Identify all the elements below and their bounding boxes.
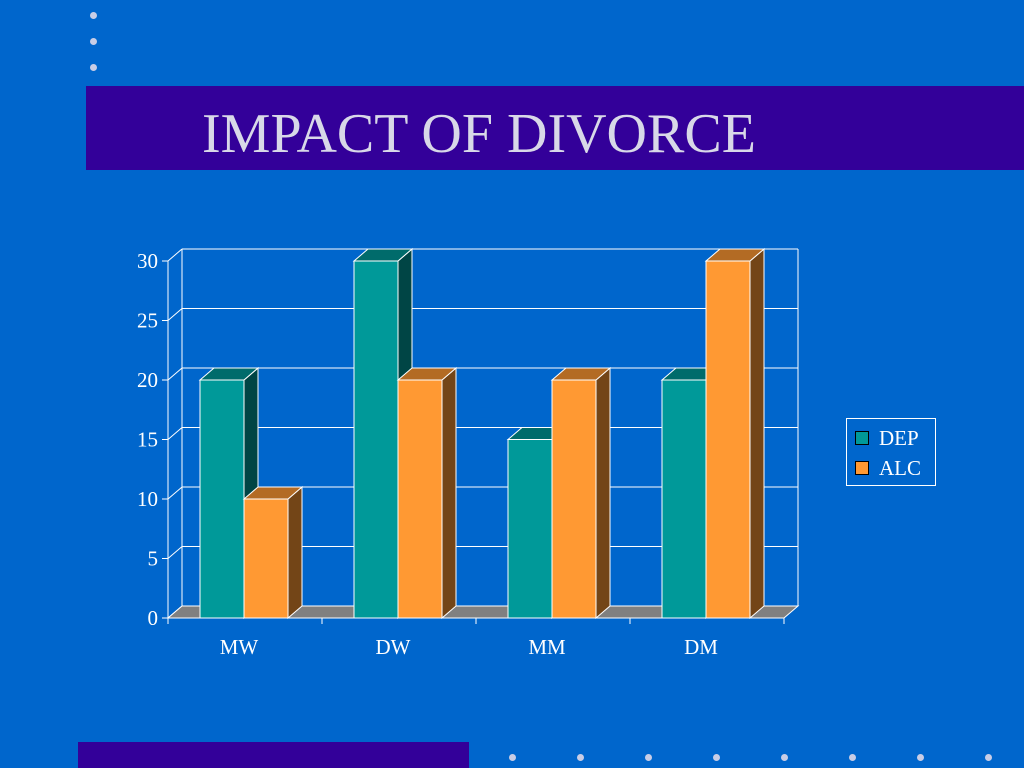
legend-swatch-alc — [855, 461, 869, 475]
decorative-dot — [781, 754, 788, 761]
bar-side-alc-dw — [441, 366, 457, 620]
slide-title: IMPACT OF DIVORCE — [202, 103, 756, 165]
y-tick-label: 25 — [137, 309, 158, 333]
bar-alc-dw — [397, 379, 443, 619]
y-tick-label: 10 — [137, 487, 158, 511]
legend-swatch-dep — [855, 431, 869, 445]
bar-side-alc-mm — [595, 366, 611, 620]
chart-legend: DEP ALC — [846, 418, 936, 486]
decorative-dot — [985, 754, 992, 761]
y-tick-label: 15 — [137, 428, 158, 452]
decorative-dot — [849, 754, 856, 761]
bar-top-alc-dw — [396, 367, 458, 381]
bar-alc-mw — [243, 498, 289, 619]
x-tick-label: DW — [376, 635, 411, 659]
y-tick-label: 20 — [137, 368, 158, 392]
x-tick-label: MM — [528, 635, 566, 659]
x-tick-label: DM — [684, 635, 718, 659]
gridline-side — [167, 546, 183, 559]
y-tick-label: 30 — [137, 249, 158, 273]
bar-top-dep-mw — [198, 367, 260, 381]
decorative-dot — [645, 754, 652, 761]
bar-dep-mm — [507, 439, 553, 619]
bar-alc-dm — [705, 260, 751, 619]
legend-label-alc: ALC — [879, 456, 921, 480]
gridline-side — [167, 248, 183, 262]
gridline-side — [167, 427, 183, 440]
bar-dep-dm — [661, 379, 707, 619]
legend-label-dep: DEP — [879, 426, 919, 450]
bar-top-dep-dw — [352, 248, 414, 262]
gridline-side — [167, 486, 183, 500]
decorative-dot — [713, 754, 720, 761]
bar-dep-mw — [199, 379, 245, 619]
bar-top-alc-mw — [242, 486, 304, 500]
bar-top-alc-mm — [550, 367, 612, 381]
bottom-band — [78, 742, 469, 768]
decorative-dot — [577, 754, 584, 761]
x-tick-label: MW — [220, 635, 259, 659]
bar-side-alc-mw — [287, 485, 303, 620]
bar-dep-dw — [353, 260, 399, 619]
decorative-dot — [509, 754, 516, 761]
decorative-dot — [90, 38, 97, 45]
gridline-side — [167, 308, 183, 321]
bar-top-alc-dm — [704, 248, 766, 262]
decorative-dot — [90, 12, 97, 19]
bar-side-alc-dm — [749, 247, 765, 620]
y-tick-label: 5 — [148, 547, 159, 571]
gridline-side — [167, 367, 183, 381]
bar-alc-mm — [551, 379, 597, 619]
decorative-dot — [917, 754, 924, 761]
title-band: IMPACT OF DIVORCE — [86, 86, 1024, 170]
y-tick-label: 0 — [148, 606, 159, 630]
decorative-dot — [90, 64, 97, 71]
